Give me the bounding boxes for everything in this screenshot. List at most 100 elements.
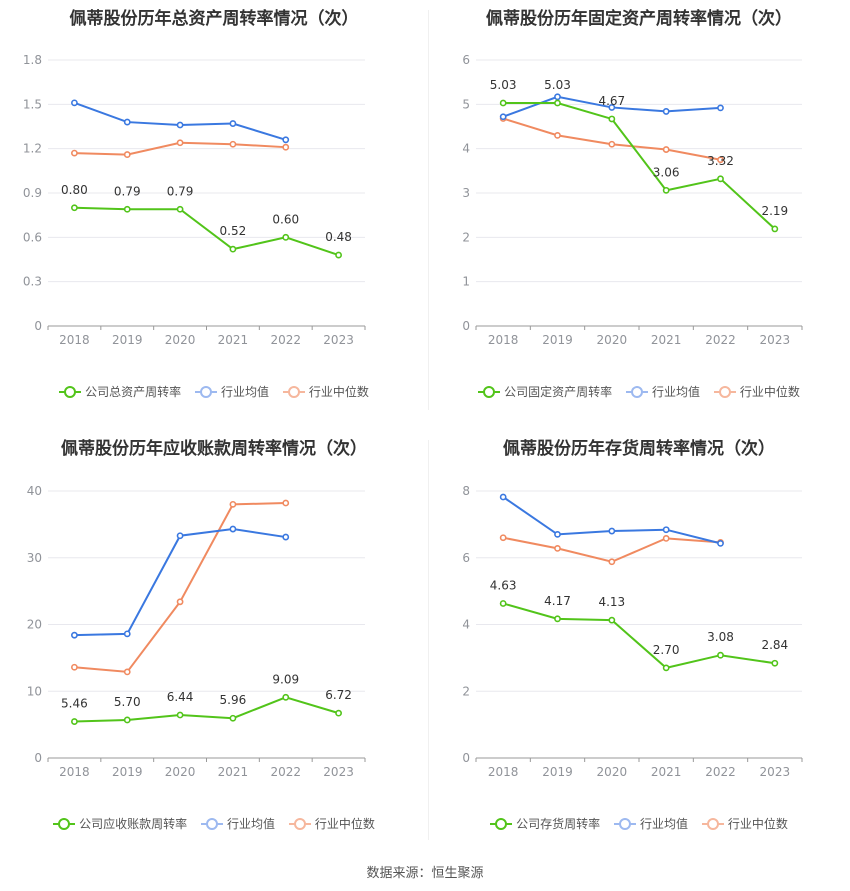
legend-item-company[interactable]: 公司存货周转率 — [490, 815, 600, 832]
chart-legend: 公司总资产周转率 行业均值 行业中位数 — [0, 383, 428, 400]
data-label: 4.13 — [598, 595, 625, 609]
company-line — [502, 602, 775, 669]
legend-label: 公司应收账款周转率 — [79, 817, 188, 831]
company-point — [282, 693, 290, 701]
x-tick-label: 2022 — [270, 765, 301, 779]
industry-median-point — [662, 534, 670, 542]
industry-avg-point — [176, 532, 184, 540]
legend-item-industry-median[interactable]: 行业中位数 — [713, 383, 800, 400]
industry-avg-point — [123, 630, 131, 638]
y-tick-label: 20 — [27, 618, 42, 632]
data-label: 0.79 — [167, 184, 194, 198]
x-tick-label: 2018 — [488, 333, 519, 347]
legend-item-industry-avg[interactable]: 行业均值 — [200, 815, 275, 832]
chart-svg: 0 2 4 6 8 2018 2019 2020 2021 2022 2023 4.63 4.17 4.1… — [462, 484, 803, 779]
x-tick-label: 2023 — [323, 765, 354, 779]
x-tick-label: 2020 — [597, 765, 628, 779]
y-tick-label: 2 — [462, 684, 470, 698]
x-tick-label: 2018 — [488, 765, 519, 779]
legend-label: 公司总资产周转率 — [85, 385, 182, 399]
industry-median-point — [176, 139, 184, 147]
industry-median-point — [662, 146, 670, 153]
chart-panel-inventory-turnover: 佩蒂股份历年存货周转率情况（次） 0 2 4 6 8 2018 2019 2020 2021 20… — [428, 428, 850, 848]
x-tick-label: 2019 — [112, 765, 143, 779]
data-label: 3.32 — [707, 154, 734, 168]
industry-median-point — [608, 558, 616, 566]
chart-svg: 0 1 2 3 4 5 6 2018 2019 2020 2021 2022 2023 5.03 5.03 4… — [462, 53, 803, 347]
company-point — [123, 716, 131, 724]
legend-item-industry-avg[interactable]: 行业均值 — [194, 383, 269, 400]
y-tick-label: 0 — [34, 751, 42, 765]
chart-panel-fixed-asset-turnover: 佩蒂股份历年固定资产周转率情况（次） 0 1 2 3 4 5 6 2018 2019 2020 20… — [428, 0, 850, 420]
company-point — [717, 651, 724, 659]
chart-panel-total-asset-turnover: 佩蒂股份历年总资产周转率情况（次） 0 0.3 0.6 0.9 1.2 1.5 1.8 201… — [0, 0, 428, 420]
legend-item-company[interactable]: 公司固定资产周转率 — [478, 383, 612, 400]
x-tick-label: 2021 — [651, 333, 682, 347]
legend-line-icon — [701, 817, 724, 830]
industry-median-point — [71, 663, 78, 671]
industry-median-line — [74, 502, 286, 673]
industry-avg-line — [74, 101, 287, 141]
data-source-footer: 数据来源：恒生聚源 — [366, 866, 484, 881]
x-tick-label: 2019 — [542, 333, 573, 347]
y-tick-label: 1 — [462, 275, 470, 289]
industry-median-point — [176, 598, 184, 606]
company-point — [662, 664, 670, 672]
legend-item-company[interactable]: 公司应收账款周转率 — [53, 815, 187, 832]
industry-avg-point — [554, 530, 561, 538]
data-label: 5.03 — [544, 78, 571, 92]
industry-avg-point — [717, 104, 724, 112]
legend-label: 公司固定资产周转率 — [504, 385, 613, 399]
industry-avg-point — [608, 104, 616, 111]
legend-line-icon — [53, 817, 76, 830]
industry-median-line — [502, 117, 721, 161]
data-label: 3.06 — [653, 165, 680, 179]
industry-avg-point — [554, 93, 561, 101]
chart-legend: 公司存货周转率 行业均值 行业中位数 — [428, 815, 850, 832]
company-point — [717, 175, 724, 183]
company-point — [229, 245, 237, 253]
company-point — [608, 616, 616, 624]
x-tick-label: 2023 — [323, 333, 354, 347]
data-label: 0.52 — [220, 224, 247, 238]
industry-median-point — [71, 149, 78, 157]
data-label: 4.17 — [544, 594, 571, 608]
company-line — [503, 102, 776, 230]
y-tick-label: 0 — [462, 751, 470, 765]
industry-median-point — [229, 140, 237, 148]
legend-line-icon — [713, 385, 736, 398]
data-label: 0.80 — [61, 183, 88, 197]
x-tick-label: 2018 — [59, 333, 90, 347]
y-tick-label: 8 — [462, 484, 470, 498]
data-label: 2.70 — [653, 643, 680, 657]
company-point — [554, 99, 561, 107]
company-point — [554, 615, 561, 623]
data-label: 0.48 — [325, 230, 352, 244]
legend-item-industry-median[interactable]: 行业中位数 — [282, 383, 369, 400]
y-tick-label: 4 — [462, 618, 470, 632]
industry-median-point — [717, 156, 724, 164]
legend-item-industry-avg[interactable]: 行业均值 — [613, 815, 688, 832]
y-tick-label: 40 — [27, 484, 42, 498]
industry-median-point — [282, 143, 290, 151]
legend-line-icon — [200, 817, 223, 830]
x-tick-label: 2023 — [760, 765, 791, 779]
industry-median-point — [282, 499, 290, 507]
industry-median-point — [554, 131, 561, 139]
x-tick-label: 2021 — [218, 333, 249, 347]
legend-line-icon — [282, 385, 305, 398]
legend-line-icon — [194, 385, 217, 398]
x-tick-label: 2022 — [270, 333, 301, 347]
legend-item-industry-median[interactable]: 行业中位数 — [701, 815, 788, 832]
industry-avg-point — [71, 99, 78, 107]
industry-avg-point — [229, 120, 237, 127]
legend-item-company[interactable]: 公司总资产周转率 — [59, 383, 181, 400]
y-tick-label: 6 — [462, 551, 470, 565]
data-label: 4.63 — [490, 578, 517, 592]
industry-median-point — [554, 545, 561, 552]
industry-avg-point — [499, 493, 507, 501]
data-label: 5.03 — [490, 78, 517, 92]
legend-item-industry-avg[interactable]: 行业均值 — [625, 383, 700, 400]
y-tick-label: 1.2 — [23, 142, 42, 156]
legend-item-industry-median[interactable]: 行业中位数 — [288, 815, 375, 832]
